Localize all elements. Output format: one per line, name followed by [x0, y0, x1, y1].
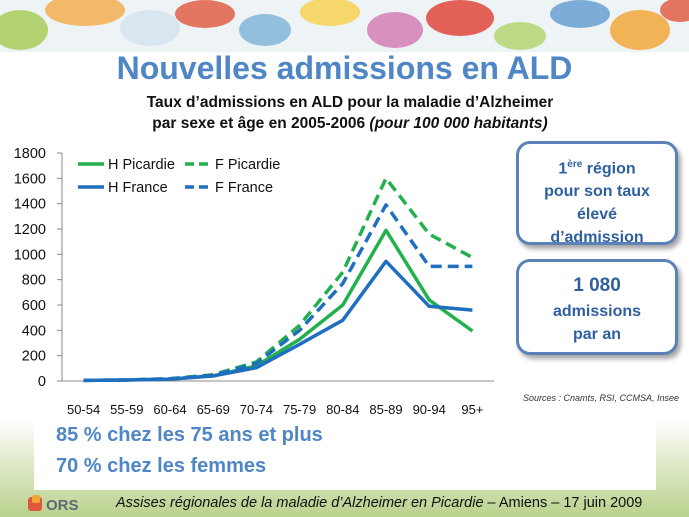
callout1-line1-rest: région: [582, 160, 636, 178]
legend-label: F Picardie: [215, 157, 280, 173]
subtitle-unit: (pour 100 000 habitants): [369, 115, 548, 132]
fact-women: 70 % chez les femmes: [56, 455, 267, 477]
callout1-superscript: ère: [567, 159, 583, 170]
key-facts-box: 85 % chez les 75 ans et plus 70 % chez l…: [34, 416, 656, 490]
legend-label: F France: [215, 180, 273, 196]
x-tick-label: 95+: [461, 402, 483, 417]
chart-subtitle: Taux d’admissions en ALD pour la maladie…: [120, 92, 580, 134]
decorative-banner: [0, 0, 689, 52]
svg-text:ORS: ORS: [46, 497, 79, 513]
footer-event: Assises régionales de la maladie d’Alzhe…: [116, 495, 484, 511]
ors-logo: ORS: [28, 495, 79, 513]
y-tick-label: 1000: [14, 247, 46, 263]
legend-label: H Picardie: [108, 157, 175, 173]
y-tick-label: 1600: [14, 171, 46, 187]
subtitle-line-1: Taux d’admissions en ALD pour la maladie…: [146, 94, 554, 111]
footer: ORS Assises régionales de la maladie d’A…: [28, 493, 688, 515]
x-tick-label: 85-89: [369, 402, 402, 417]
slide-title: Nouvelles admissions en ALD: [116, 50, 573, 86]
footer-text: Assises régionales de la maladie d’Alzhe…: [116, 495, 642, 511]
x-tick-label: 65-69: [197, 402, 230, 417]
callout1-line-2: pour son taux: [544, 183, 650, 201]
x-tick-label: 55-59: [110, 402, 143, 417]
callout1-ordinal: 1: [558, 160, 568, 178]
y-tick-label: 600: [22, 298, 46, 314]
x-tick-label: 80-84: [326, 402, 359, 417]
series-line-f-picardie: [83, 176, 474, 383]
x-tick-label: 70-74: [240, 402, 273, 417]
footer-place-date: – Amiens – 17 juin 2009: [483, 495, 643, 511]
x-tick-label: 60-64: [153, 402, 186, 417]
callout2-value: 1 080: [573, 275, 621, 296]
line-chart: 0 200 400 600 800 1000 1200 1400 1600 1800 50-54 55…: [14, 146, 494, 417]
subtitle-line-2: par sexe et âge en 2005-2006 (pour 100 0…: [120, 113, 580, 134]
y-tick-label: 400: [22, 323, 46, 339]
callout1-line-3: élevé: [576, 206, 618, 224]
callout2-line-2: admissions: [552, 303, 642, 320]
y-tick-label: 0: [38, 374, 46, 390]
y-tick-label: 1800: [14, 146, 46, 162]
x-tick-label: 90-94: [413, 402, 446, 417]
callout1-line-4: d’admission: [550, 229, 644, 247]
x-tick-label: 50-54: [67, 402, 100, 417]
sources-note: Sources : Cnamts, RSI, CCMSA, Insee: [523, 393, 680, 403]
y-tick-label: 1200: [14, 222, 46, 238]
callout2-line-3: par an: [572, 326, 621, 343]
subtitle-line-2-text: par sexe et âge en 2005-2006: [152, 115, 366, 132]
series-line-h-france: [83, 259, 473, 383]
legend-label: H France: [108, 180, 168, 196]
fact-75-plus: 85 % chez les 75 ans et plus: [56, 424, 323, 446]
callout-first-region: 1ère région pour son taux élevé d’admiss…: [516, 141, 678, 246]
callout1-line-1: 1ère région: [519, 153, 675, 180]
callout-admissions: 1 080 admissions par an: [516, 259, 678, 355]
y-tick-label: 200: [22, 349, 46, 365]
y-tick-label: 1400: [14, 197, 46, 213]
x-tick-label: 75-79: [283, 402, 316, 417]
y-tick-label: 800: [22, 273, 46, 289]
